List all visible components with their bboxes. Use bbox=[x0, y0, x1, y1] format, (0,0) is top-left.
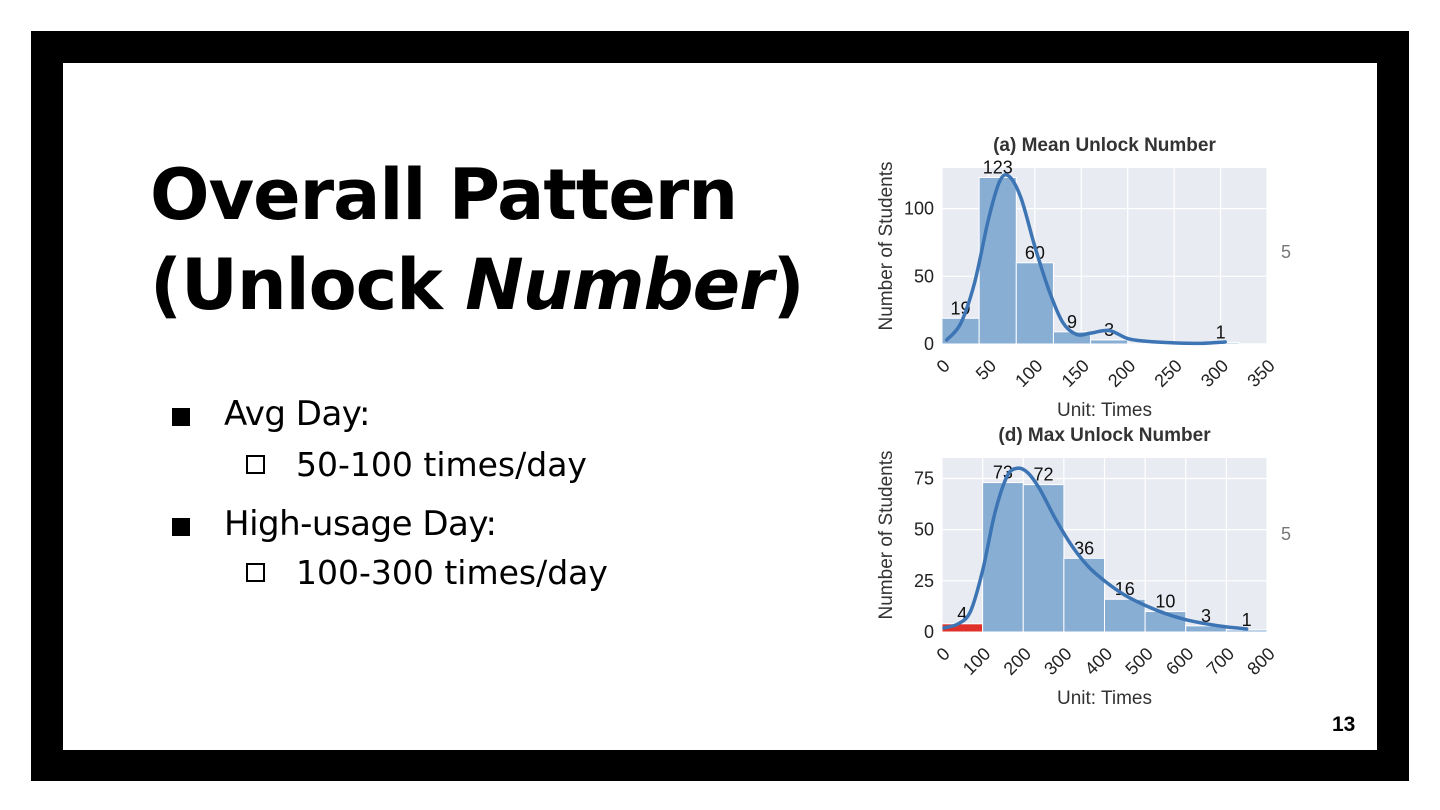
histogram-bar bbox=[1185, 625, 1227, 633]
x-tick-label: 0 bbox=[933, 644, 954, 665]
x-tick-label: 500 bbox=[1121, 644, 1156, 679]
x-tick-label: 350 bbox=[1243, 356, 1278, 391]
page-number: 13 bbox=[1332, 713, 1356, 736]
bar-value-label: 9 bbox=[1067, 312, 1077, 332]
histogram-bar bbox=[1090, 339, 1129, 345]
x-tick-label: 250 bbox=[1150, 356, 1185, 391]
y-tick-label: 100 bbox=[904, 199, 934, 219]
bar-value-label: 10 bbox=[1155, 592, 1175, 612]
x-tick-label: 100 bbox=[1011, 356, 1046, 391]
chart-title: (d) Max Unlock Number bbox=[998, 425, 1211, 446]
bar-value-label: 16 bbox=[1115, 579, 1135, 599]
checkbox-icon bbox=[246, 455, 265, 474]
bullet-label: Avg Day: bbox=[224, 394, 370, 434]
x-tick-label: 300 bbox=[1040, 644, 1075, 679]
x-tick-label: 600 bbox=[1162, 644, 1197, 679]
x-tick-label: 150 bbox=[1058, 356, 1093, 391]
y-tick-label: 75 bbox=[914, 468, 934, 488]
chart-title: (a) Mean Unlock Number bbox=[993, 135, 1216, 156]
bar-value-label: 4 bbox=[957, 604, 967, 624]
x-tick-label: 700 bbox=[1203, 644, 1238, 679]
x-tick-label: 200 bbox=[1104, 356, 1139, 391]
stray-mark: 5 bbox=[1281, 242, 1292, 262]
x-tick-label: 800 bbox=[1243, 644, 1278, 679]
bullet-label: High-usage Day: bbox=[224, 504, 497, 544]
y-tick-label: 50 bbox=[914, 520, 934, 540]
x-tick-label: 100 bbox=[959, 644, 994, 679]
kde-curve bbox=[944, 172, 1227, 346]
y-axis-label: Number of Students bbox=[876, 451, 897, 620]
y-tick-label: 0 bbox=[924, 622, 934, 642]
bar-value-label: 1 bbox=[1216, 323, 1226, 343]
x-axis-label: Unit: Times bbox=[1057, 688, 1152, 709]
x-tick-label: 0 bbox=[933, 356, 954, 377]
checkbox-icon bbox=[246, 563, 265, 582]
x-axis-label: Unit: Times bbox=[1057, 400, 1152, 421]
title-italic-word: Number bbox=[465, 244, 773, 326]
histogram-bar bbox=[1022, 484, 1065, 633]
bar-value-label: 1 bbox=[1242, 610, 1252, 630]
bar-value-label: 123 bbox=[983, 157, 1013, 177]
x-tick-label: 400 bbox=[1081, 644, 1116, 679]
sub-bullet-text: 50-100 times/day bbox=[296, 445, 587, 484]
slide-title-line-2: (Unlock Number) bbox=[150, 250, 805, 320]
y-tick-label: 0 bbox=[924, 334, 934, 354]
bar-value-label: 3 bbox=[1201, 606, 1211, 626]
title-prefix: (Unlock bbox=[150, 244, 466, 326]
histogram-bar bbox=[982, 482, 1024, 633]
histogram-bar bbox=[1063, 557, 1105, 633]
x-tick-label: 200 bbox=[1000, 644, 1035, 679]
stray-mark: 5 bbox=[1281, 524, 1292, 544]
histogram-bar bbox=[978, 176, 1017, 345]
bar-value-label: 72 bbox=[1034, 465, 1054, 485]
bullet-square-icon bbox=[172, 518, 190, 536]
kde-curve bbox=[942, 466, 1249, 631]
histogram-bar bbox=[1104, 598, 1146, 633]
y-axis-label: Number of Students bbox=[876, 162, 897, 331]
y-tick-label: 25 bbox=[914, 571, 934, 591]
sub-bullet-text: 100-300 times/day bbox=[296, 553, 608, 592]
slide-title-line-1: Overall Pattern bbox=[150, 154, 738, 236]
x-tick-label: 50 bbox=[972, 356, 1000, 384]
histogram-bar bbox=[1015, 262, 1054, 345]
bullet-square-icon bbox=[172, 408, 190, 426]
x-tick-label: 300 bbox=[1197, 356, 1232, 391]
y-tick-label: 50 bbox=[914, 266, 934, 286]
title-suffix: ) bbox=[772, 244, 805, 326]
